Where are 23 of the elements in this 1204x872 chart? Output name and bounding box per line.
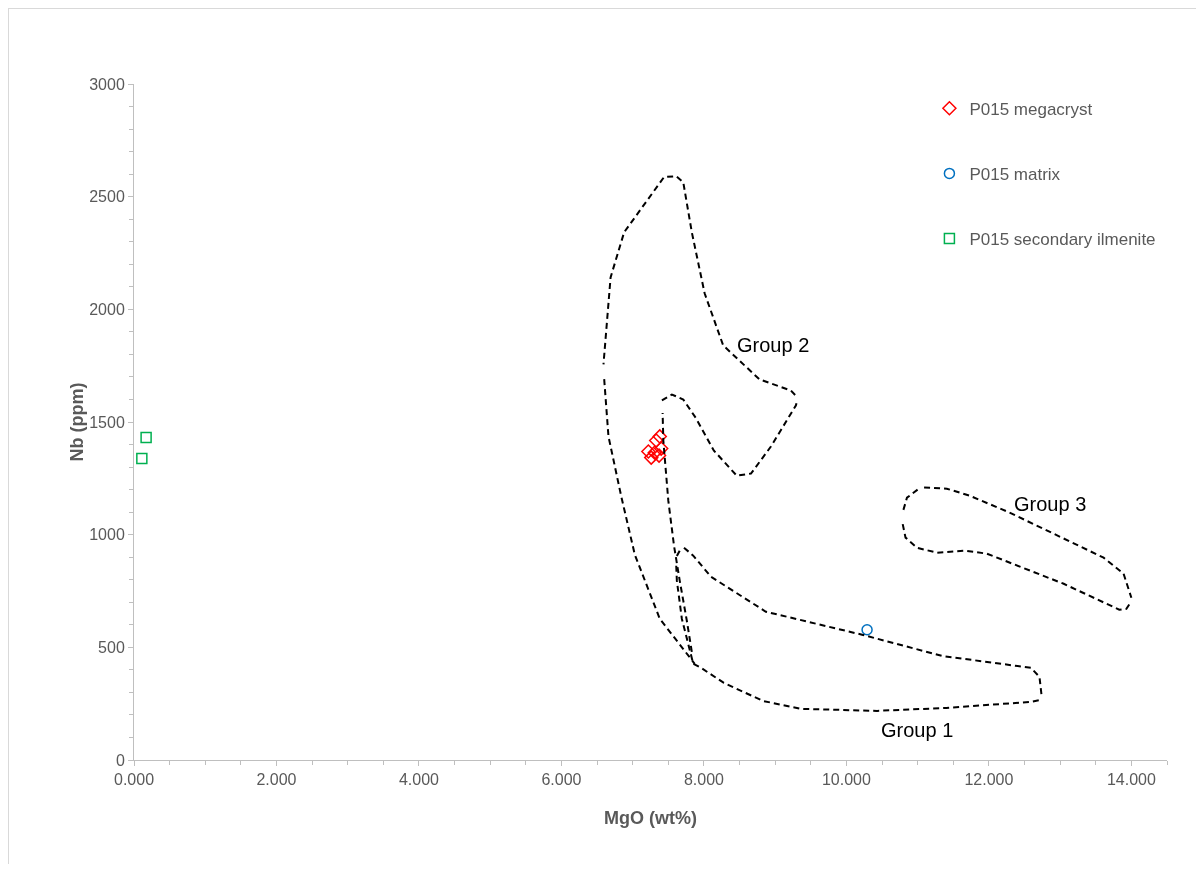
x-tick-label: 4.000 bbox=[398, 771, 440, 789]
x-tick-label: 0.000 bbox=[113, 771, 155, 789]
legend-label: P015 matrix bbox=[969, 165, 1061, 185]
annotation: Group 1 bbox=[881, 719, 954, 741]
x-tick-label: 2.000 bbox=[256, 771, 297, 789]
y-tick-label: 1000 bbox=[89, 526, 125, 544]
x-tick-label: 12.000 bbox=[964, 771, 1014, 789]
annotation: Group 3 bbox=[1014, 493, 1087, 515]
x-axis-title: MgO (wt%) bbox=[604, 808, 697, 828]
y-tick-label: 2500 bbox=[89, 188, 125, 206]
x-tick-label: 8.000 bbox=[683, 771, 725, 789]
y-tick-label: 3000 bbox=[89, 75, 125, 93]
y-tick-label: 2000 bbox=[89, 300, 125, 318]
x-tick-label: 10.000 bbox=[821, 771, 871, 789]
y-axis-title: Nb (ppm) bbox=[67, 382, 88, 462]
x-tick-label: 14.000 bbox=[1106, 771, 1156, 789]
annotation: Group 2 bbox=[737, 334, 810, 356]
x-tick-label: 6.000 bbox=[541, 771, 582, 789]
y-tick-label: 0 bbox=[115, 751, 125, 769]
y-tick-label: 1500 bbox=[89, 413, 125, 431]
y-tick-label: 500 bbox=[98, 638, 125, 656]
legend-label: P015 secondary ilmenite bbox=[969, 230, 1156, 250]
legend-label: P015 megacryst bbox=[969, 99, 1093, 119]
